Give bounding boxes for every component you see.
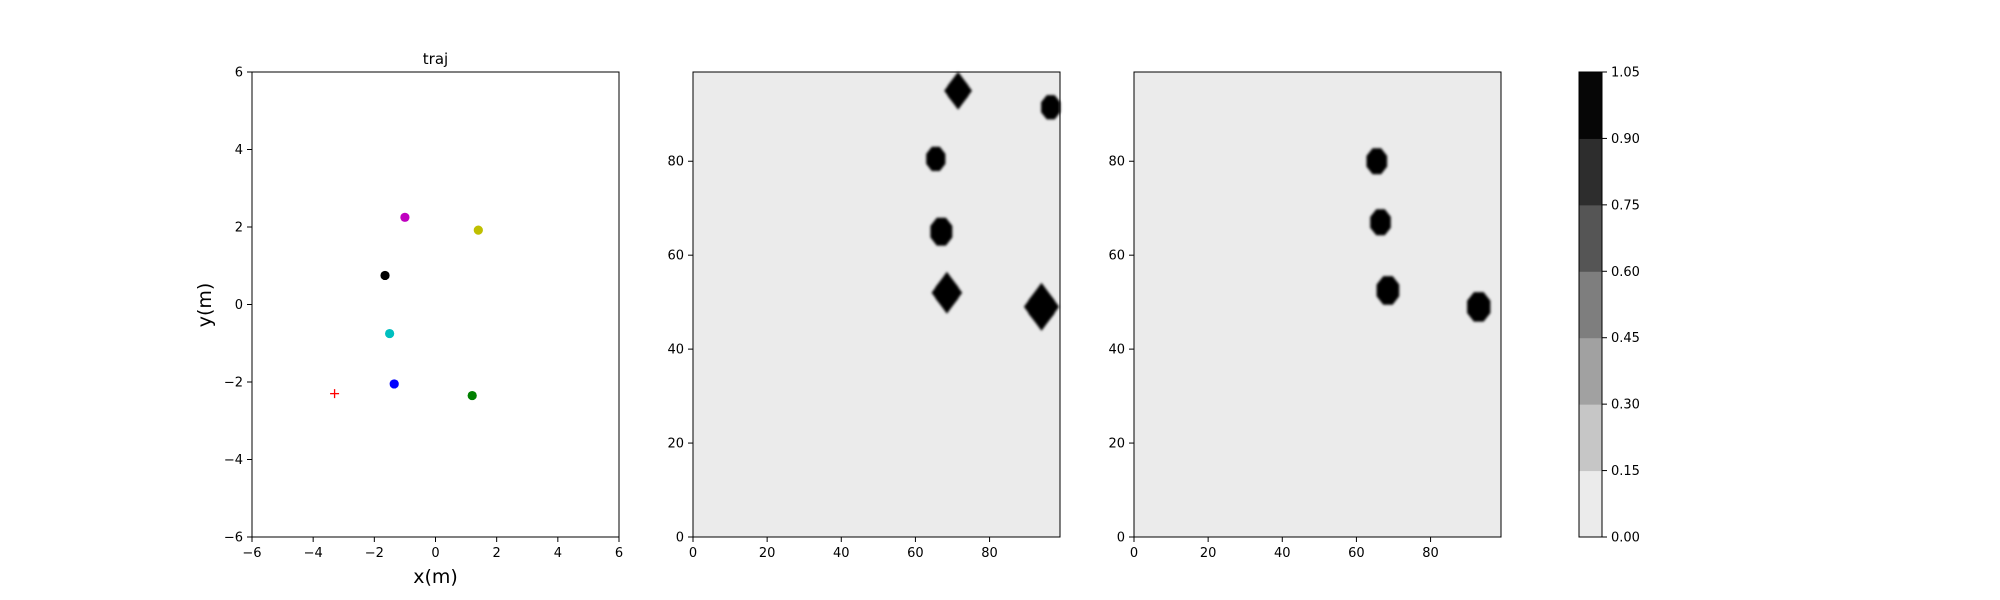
traj-y-tick-label: 6 xyxy=(235,66,243,81)
traj-y-tick-label: −6 xyxy=(224,531,243,546)
heatmap-1-x-tick-label: 0 xyxy=(689,546,697,561)
heatmap-2-x-tick-label: 20 xyxy=(1200,546,1217,561)
traj-y-axis-label: y(m) xyxy=(194,283,216,328)
colorbar-tick-label: 0.90 xyxy=(1611,132,1640,147)
colorbar-tick-label: 0.00 xyxy=(1611,531,1640,546)
colorbar-level xyxy=(1579,138,1602,206)
heatmap-plot-2: 0 20 40 60 80 0 20 40 60 80 xyxy=(1108,71,1502,561)
heatmap-plot-1: 0 20 40 60 80 0 20 40 60 80 xyxy=(667,71,1061,561)
heatmap-2-y-tick-label: 60 xyxy=(1108,249,1125,264)
traj-y-tick-label: 4 xyxy=(235,143,243,158)
heatmap-1-y-tick-label: 40 xyxy=(667,343,684,358)
colorbar-tick-label: 1.05 xyxy=(1611,66,1640,81)
heatmap-2-x-tick-label: 40 xyxy=(1274,546,1291,561)
heatmap-2-y-tick-label: 80 xyxy=(1108,155,1125,170)
colorbar-level xyxy=(1579,204,1602,272)
colorbar-level xyxy=(1579,404,1602,472)
colorbar-frame xyxy=(1578,71,1603,538)
colorbar-tick-label: 0.75 xyxy=(1611,198,1640,213)
traj-x-tick-label: 0 xyxy=(431,546,439,561)
heatmap-1-blob xyxy=(1041,95,1061,120)
traj-point xyxy=(389,379,399,389)
heatmap-1-x-tick-label: 40 xyxy=(833,546,850,561)
heatmap-2-y-tick-label: 20 xyxy=(1108,437,1125,452)
colorbar-tick-label: 0.30 xyxy=(1611,398,1640,413)
traj-point xyxy=(400,212,410,222)
traj-plot: traj −6 −4 −2 0 2 4 6 −6 −4 −2 0 2 4 6 x(m) y(m) xyxy=(194,50,623,588)
traj-y-tick-label: 2 xyxy=(235,221,243,236)
heatmap-2-blob xyxy=(1370,209,1391,236)
heatmap-1-blobs xyxy=(926,71,1061,331)
colorbar-level xyxy=(1579,470,1602,538)
traj-point-plus xyxy=(330,389,340,399)
colorbar-levels xyxy=(1579,72,1602,538)
heatmap-2-blob xyxy=(1467,292,1491,322)
traj-points xyxy=(330,212,483,401)
heatmap-2-blobs xyxy=(1366,148,1491,322)
traj-plot-area xyxy=(252,72,619,537)
traj-x-axis-label: x(m) xyxy=(413,566,458,588)
traj-x-tick-label: 6 xyxy=(615,546,623,561)
heatmap-1-frame xyxy=(692,71,1061,538)
colorbar-tick-label: 0.45 xyxy=(1611,331,1640,346)
traj-ticks: −6 −4 −2 0 2 4 6 −6 −4 −2 0 2 4 6 xyxy=(224,66,623,562)
traj-x-tick-label: −4 xyxy=(304,546,323,561)
traj-x-tick-label: 4 xyxy=(554,546,562,561)
traj-y-tick-label: 0 xyxy=(235,298,243,313)
heatmap-2-y-tick-label: 40 xyxy=(1108,343,1125,358)
heatmap-2-blob xyxy=(1366,148,1388,175)
traj-x-tick-label: 2 xyxy=(493,546,501,561)
traj-point xyxy=(385,328,395,339)
traj-x-tick-label: −6 xyxy=(242,546,261,561)
traj-point xyxy=(467,390,477,401)
heatmap-1-y-tick-label: 20 xyxy=(667,437,684,452)
heatmap-2-x-tick-label: 80 xyxy=(1422,546,1439,561)
colorbar-tick-label: 0.15 xyxy=(1611,464,1640,479)
heatmap-1-x-tick-label: 20 xyxy=(759,546,776,561)
heatmap-1-blob xyxy=(926,146,946,171)
heatmap-1-blob xyxy=(1023,282,1060,331)
traj-y-tick-label: −2 xyxy=(224,376,243,391)
colorbar-level xyxy=(1579,337,1602,405)
heatmap-2-background xyxy=(1134,72,1501,537)
heatmap-1-blob xyxy=(930,217,953,246)
colorbar-tick-label: 0.60 xyxy=(1611,265,1640,280)
colorbar-level xyxy=(1579,271,1602,339)
heatmap-2-x-tick-label: 0 xyxy=(1130,546,1138,561)
traj-title: traj xyxy=(423,50,448,68)
heatmap-1-background xyxy=(693,72,1060,537)
heatmap-2-ticks: 0 20 40 60 80 0 20 40 60 80 xyxy=(1108,155,1438,561)
heatmap-1-ticks: 0 20 40 60 80 0 20 40 60 80 xyxy=(667,155,997,561)
heatmap-2-y-tick-label: 0 xyxy=(1117,531,1125,546)
heatmap-2-frame xyxy=(1133,71,1502,538)
heatmap-1-blob xyxy=(944,71,972,110)
heatmap-1-y-tick-label: 60 xyxy=(667,249,684,264)
heatmap-1-x-tick-label: 60 xyxy=(907,546,924,561)
heatmap-1-blob xyxy=(931,271,963,314)
heatmap-1-x-tick-label: 80 xyxy=(981,546,998,561)
colorbar: 0.00 0.15 0.30 0.45 0.60 0.75 0.90 1.05 xyxy=(1578,66,1640,546)
heatmap-1-y-tick-label: 0 xyxy=(676,531,684,546)
traj-y-tick-label: −4 xyxy=(224,453,243,468)
heatmap-2-blob xyxy=(1376,276,1400,305)
traj-point xyxy=(380,270,390,281)
heatmap-1-y-tick-label: 80 xyxy=(667,155,684,170)
traj-x-tick-label: −2 xyxy=(365,546,384,561)
colorbar-level xyxy=(1579,72,1602,139)
heatmap-2-x-tick-label: 60 xyxy=(1348,546,1365,561)
colorbar-ticks: 0.00 0.15 0.30 0.45 0.60 0.75 0.90 1.05 xyxy=(1602,66,1640,546)
traj-point xyxy=(473,225,483,235)
